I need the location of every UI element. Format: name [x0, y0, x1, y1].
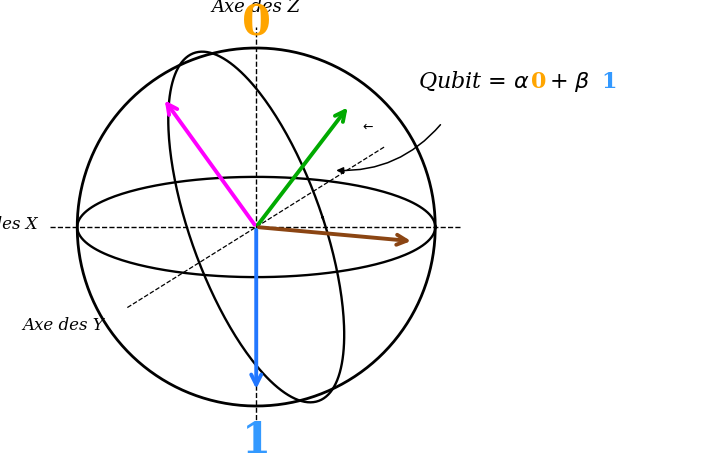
- Text: Axe des X: Axe des X: [0, 216, 38, 233]
- Text: Qubit = $\alpha$: Qubit = $\alpha$: [418, 70, 530, 93]
- Text: 1: 1: [241, 420, 271, 454]
- Text: Axe des Y: Axe des Y: [22, 317, 104, 334]
- Text: Axe des Z: Axe des Z: [212, 0, 300, 16]
- Text: + $\beta$: + $\beta$: [542, 70, 591, 94]
- Text: 1: 1: [602, 71, 617, 93]
- Text: 0: 0: [531, 71, 546, 93]
- Text: 0: 0: [241, 2, 271, 44]
- FancyArrowPatch shape: [338, 125, 440, 173]
- Text: ←: ←: [362, 120, 373, 133]
